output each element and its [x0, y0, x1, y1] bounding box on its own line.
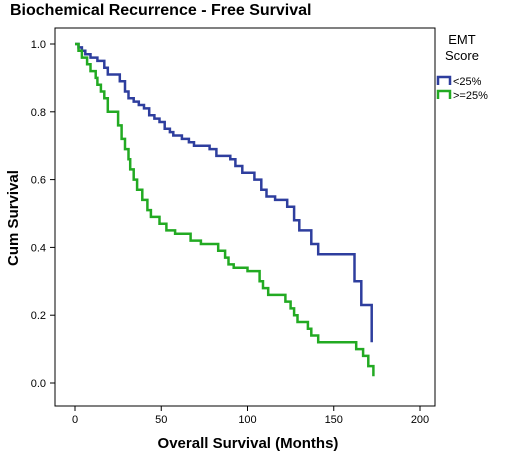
- y-tick-label: 0.8: [31, 107, 46, 119]
- x-axis-label: Overall Survival (Months): [158, 435, 339, 452]
- x-tick-label: 100: [238, 414, 256, 426]
- series-line-0: [75, 42, 373, 343]
- legend-swatch: [436, 75, 452, 85]
- y-tick-label: 0.0: [31, 378, 46, 390]
- legend-swatch: [436, 89, 452, 99]
- x-tick-label: 50: [155, 414, 167, 426]
- series-lines: [75, 42, 375, 377]
- legend-title-line2: Score: [445, 48, 479, 63]
- y-axis: 0.0 0.2 0.4 0.6 0.8 1.0: [31, 39, 55, 390]
- y-axis-label: Cum Survival: [5, 170, 22, 266]
- x-tick-label: 150: [325, 414, 343, 426]
- x-tick-label: 0: [72, 414, 78, 426]
- legend: EMT Score <25% >=25%: [436, 32, 488, 102]
- y-tick-label: 0.4: [31, 242, 46, 254]
- legend-title-line1: EMT: [448, 32, 476, 47]
- chart-title: Biochemical Recurrence - Free Survival: [10, 2, 311, 19]
- y-tick-label: 1.0: [31, 39, 46, 51]
- series-line-1: [75, 42, 375, 377]
- x-tick-label: 200: [411, 414, 429, 426]
- y-tick-label: 0.6: [31, 175, 46, 187]
- y-tick-label: 0.2: [31, 310, 46, 322]
- x-axis: 0 50 100 150 200: [72, 406, 429, 426]
- legend-entry-label: >=25%: [453, 90, 488, 102]
- plot-frame: [54, 27, 436, 407]
- legend-entry-label: <25%: [453, 76, 482, 88]
